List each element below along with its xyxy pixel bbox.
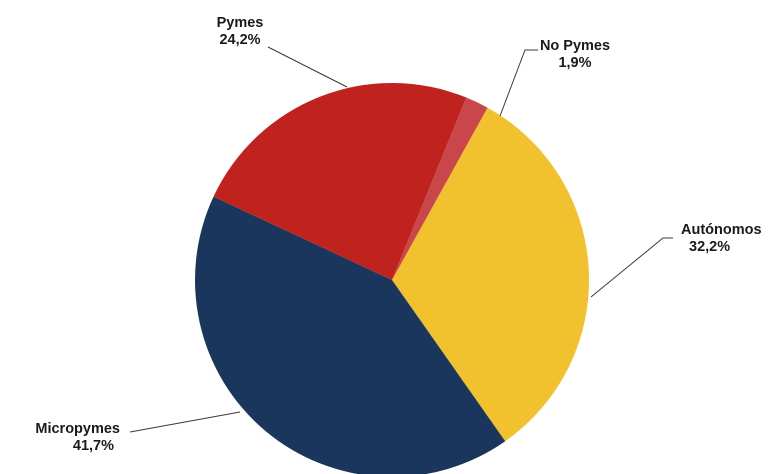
slice-labels: Autónomos 32,2% Micropymes 41,7% Pymes 24,2% N…: [35, 15, 761, 454]
pie-slice-no-pymes: [392, 97, 488, 280]
slice-value-label: 32,2%: [689, 239, 730, 255]
slice-label: Micropymes 41,7%: [35, 421, 120, 454]
leader-line: [129, 411, 241, 433]
slice-name-label: Pymes: [217, 15, 264, 31]
leader-line: [590, 237, 673, 298]
slice-label: Pymes 24,2%: [217, 15, 264, 48]
slice-value-label: 1,9%: [558, 55, 591, 71]
slice-value-label: 24,2%: [219, 32, 260, 48]
leader-lines: [129, 46, 673, 433]
slice-label: Autónomos 32,2%: [681, 222, 762, 255]
pie-slices: [195, 82, 590, 474]
slice-name-label: Micropymes: [35, 421, 120, 437]
pie-slice-pymes: [213, 82, 467, 280]
pie-slice-aut-nomos: [392, 107, 590, 442]
slice-value-label: 41,7%: [73, 438, 114, 454]
slice-label: No Pymes 1,9%: [540, 38, 610, 71]
slice-name-label: No Pymes: [540, 38, 610, 54]
leader-line: [499, 49, 538, 117]
leader-line: [267, 46, 348, 88]
slice-name-label: Autónomos: [681, 222, 762, 238]
pie-slice-micropymes: [195, 196, 506, 474]
